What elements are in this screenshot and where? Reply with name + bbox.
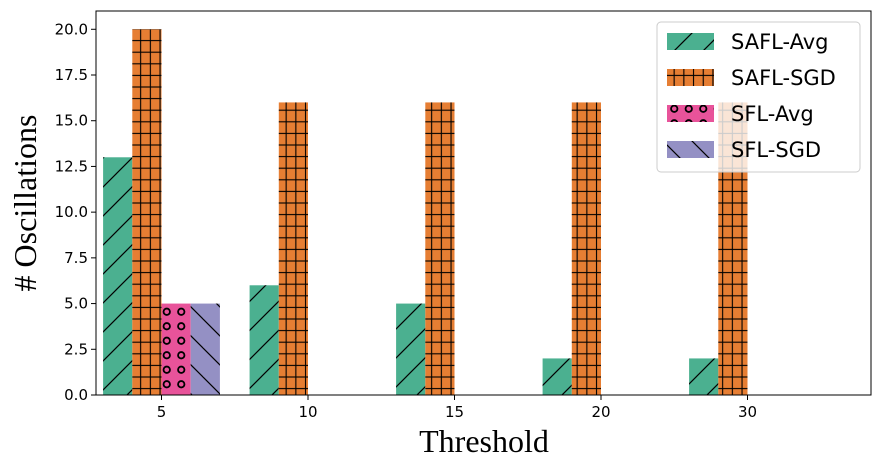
y-tick-label: 0.0 xyxy=(64,386,88,404)
y-axis-label: # Oscillations xyxy=(7,115,43,292)
bar-safl-avg-20 xyxy=(543,358,572,395)
legend-label: SFL-SGD xyxy=(731,138,821,162)
bar-safl-avg-15 xyxy=(396,304,425,395)
bar-safl-avg-10 xyxy=(250,285,279,395)
y-axis-ticks: 0.0 2.5 5.0 7.5 10.0 12.5 15.0 17.5 20.0 xyxy=(55,20,96,404)
x-axis-ticks: 5 10 15 20 30 xyxy=(157,395,757,421)
bar-safl-sgd-5 xyxy=(132,29,161,395)
bar-sfl-avg-5 xyxy=(162,304,191,395)
bar-safl-sgd-10 xyxy=(279,102,308,395)
bar-safl-sgd-15 xyxy=(425,102,454,395)
x-axis-label: Threshold xyxy=(419,423,549,459)
bars-layer xyxy=(103,29,747,395)
y-tick-label: 10.0 xyxy=(55,203,88,221)
x-tick-label: 10 xyxy=(298,403,317,421)
x-tick-label: 30 xyxy=(738,403,757,421)
y-tick-label: 15.0 xyxy=(55,112,88,130)
y-tick-label: 5.0 xyxy=(64,295,88,313)
legend-label: SAFL-Avg xyxy=(731,30,829,54)
y-tick-label: 17.5 xyxy=(55,66,88,84)
x-tick-label: 15 xyxy=(445,403,464,421)
legend-label: SAFL-SGD xyxy=(731,66,836,90)
y-tick-label: 20.0 xyxy=(55,20,88,38)
x-tick-label: 5 xyxy=(157,403,167,421)
y-tick-label: 12.5 xyxy=(55,157,88,175)
bar-safl-avg-30 xyxy=(689,358,718,395)
y-tick-label: 7.5 xyxy=(64,249,88,267)
x-tick-label: 20 xyxy=(591,403,610,421)
bar-safl-avg-5 xyxy=(103,157,132,395)
legend-label: SFL-Avg xyxy=(731,102,814,126)
bar-sfl-sgd-5 xyxy=(191,304,220,395)
bar-safl-sgd-20 xyxy=(572,102,601,395)
bar-chart: 0.0 2.5 5.0 7.5 10.0 12.5 15.0 17.5 20.0 5 10 15 20… xyxy=(0,0,881,469)
legend: SAFL-Avg SAFL-SGD SFL-Avg SFL-SGD xyxy=(657,22,860,172)
y-tick-label: 2.5 xyxy=(64,340,88,358)
